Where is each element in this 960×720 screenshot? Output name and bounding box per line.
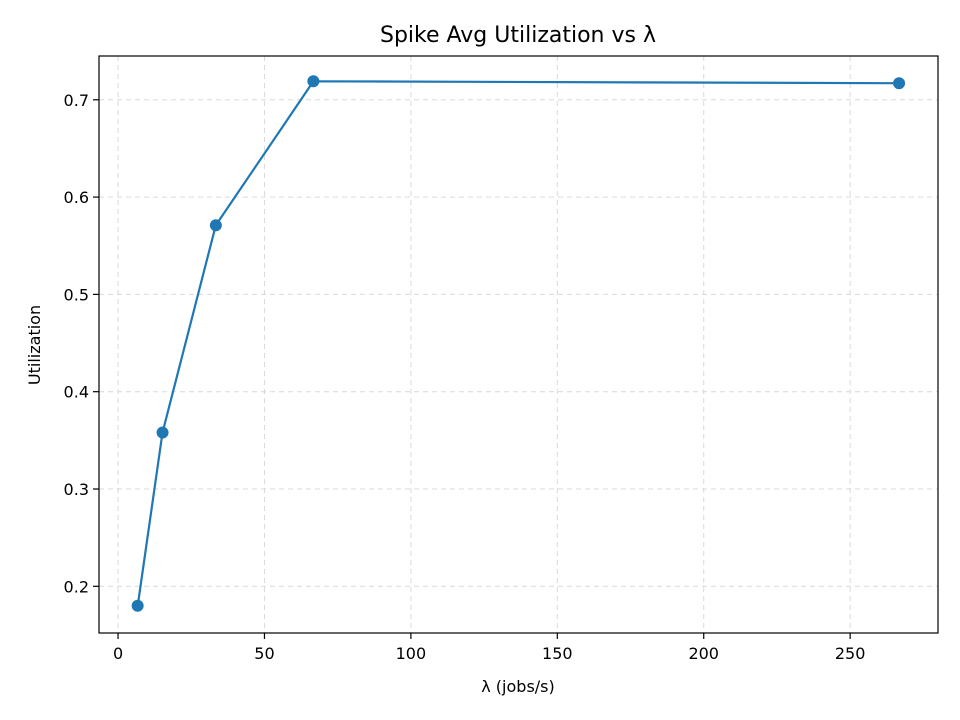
ticks: 0 50 100 150 200 250 0.2 0.3 0.4 0.5 0.6 0.7 [64,91,866,663]
x-tick-label: 50 [254,644,274,663]
x-tick-label: 250 [835,644,866,663]
x-tick-label: 0 [113,644,123,663]
x-axis-label: λ (jobs/s) [481,677,555,696]
y-axis-label: Utilization [25,305,44,385]
data-point [131,599,144,612]
series-layer [131,75,906,612]
y-tick-label: 0.4 [64,383,89,402]
x-tick-label: 200 [688,644,719,663]
data-point [209,219,222,232]
grid [99,56,938,633]
y-tick-label: 0.7 [64,91,89,110]
series-line [136,80,900,606]
y-tick-label: 0.2 [64,577,89,596]
y-tick-label: 0.6 [64,188,89,207]
y-tick-label: 0.3 [64,480,89,499]
data-point [893,77,906,90]
x-tick-label: 150 [542,644,573,663]
chart-title: Spike Avg Utilization vs λ [380,23,656,48]
data-point [307,75,320,88]
x-tick-label: 100 [396,644,427,663]
plot-frame [98,55,939,634]
y-tick-label: 0.5 [64,285,89,304]
data-point [156,426,169,439]
